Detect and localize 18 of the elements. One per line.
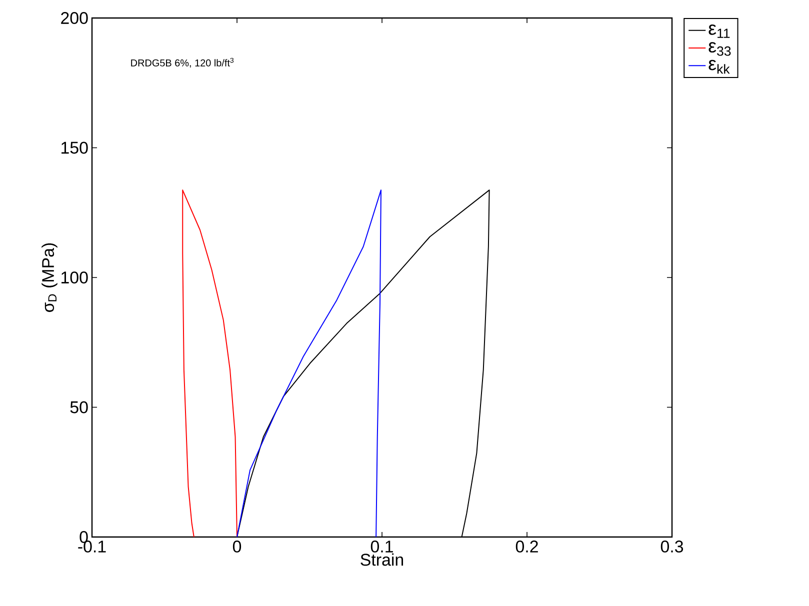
y-tick-label: 150 — [62, 142, 88, 154]
y-tick-label: 0 — [80, 531, 88, 543]
x-tick-label: 0.1 — [370, 540, 393, 553]
legend-label: ε$_{11}$ — [708, 24, 730, 38]
annotation: DRDG5B 6%, 120 lb/ft$^{3}$ — [131, 58, 234, 68]
y-tick-label: 100 — [62, 272, 88, 284]
x-tick-label: 0.2 — [516, 540, 538, 553]
line-series — [236, 190, 382, 537]
y-tick-label: 200 — [61, 12, 88, 24]
x-tick-label: 0.3 — [660, 540, 684, 553]
x-axis-title: Strain — [360, 553, 404, 566]
line-series — [182, 190, 238, 537]
y-axis-title: σ$_{D}$ (MPa) — [42, 243, 58, 312]
y-tick-label: 50 — [70, 401, 88, 414]
legend-label: ε$_{kk}$ — [708, 60, 730, 74]
x-tick-label: 0 — [232, 540, 242, 553]
x-tick-label: -0.1 — [78, 540, 106, 553]
legend-label: ε$_{33}$ — [708, 42, 731, 56]
